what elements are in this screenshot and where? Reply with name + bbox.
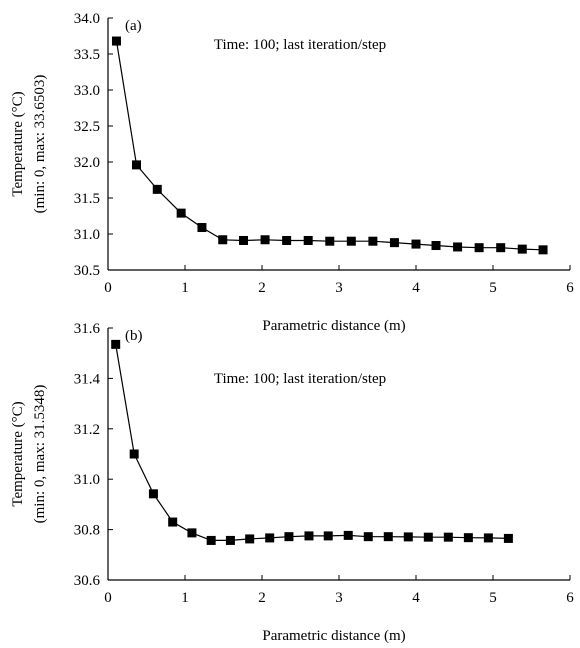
data-point-marker [225,535,235,545]
data-point-marker [111,36,121,46]
data-point-marker [129,449,139,459]
x-tick-label: 0 [104,280,112,296]
x-tick-label: 5 [489,590,497,606]
data-point-marker [343,530,353,540]
x-tick-label: 0 [104,590,112,606]
data-point-marker [325,236,335,246]
y-tick-label: 31.6 [74,321,101,337]
data-point-marker [303,235,313,245]
data-point-marker [282,235,292,245]
y-tick-label: 31.2 [74,422,100,438]
data-point-marker [453,242,463,252]
panel-label: (a) [125,18,142,34]
data-point-marker [389,238,399,248]
data-point-marker [218,235,228,245]
data-point-marker [284,532,294,542]
data-point-marker [206,535,216,545]
x-axis-label: Parametric distance (m) [262,628,405,644]
y-tick-label: 32.5 [74,119,100,135]
data-point-marker [403,532,413,542]
x-axis-label: Parametric distance (m) [262,318,405,334]
data-point-marker [187,528,197,538]
x-tick-label: 3 [335,280,343,296]
y-tick-label: 32.0 [74,155,100,171]
y-tick-label: 34.0 [74,11,100,27]
y-tick-label: 30.5 [74,263,100,279]
data-point-marker [496,243,506,253]
x-tick-label: 3 [335,590,343,606]
x-tick-label: 4 [412,590,420,606]
panel-label: (b) [125,328,143,344]
chart-panel-b: 0 1 2 3 4 5 6 30.6 30.8 31.0 31.2 31.4 31.6 Parametri… [10,321,574,644]
data-point-marker [304,531,314,541]
data-point-marker [411,239,421,249]
chart-annotation: Time: 100; last iteration/step [214,37,386,53]
data-point-marker [168,517,178,527]
data-point-marker [517,244,527,254]
data-point-marker [111,339,121,349]
data-point-marker [503,533,513,543]
x-tick-label: 1 [181,280,189,296]
y-axis-label-line-1: Temperature (°C) [10,401,26,506]
data-point-marker [152,184,162,194]
y-axis-label-line-2: (min: 0, max: 31.5348) [32,385,48,524]
x-tick-label: 6 [566,280,574,296]
data-point-marker [176,208,186,218]
data-point-marker [131,160,141,170]
data-point-marker [423,532,433,542]
x-tick-label: 1 [181,590,189,606]
y-tick-label: 31.4 [74,371,101,387]
data-point-marker [239,235,249,245]
data-point-marker [323,531,333,541]
y-tick-label: 30.6 [74,573,101,589]
data-point-marker [245,534,255,544]
y-axis-label-line-2: (min: 0, max: 33.6503) [32,75,48,214]
y-tick-label: 31.0 [74,472,100,488]
y-tick-label: 31.5 [74,191,100,207]
data-point-marker [463,533,473,543]
data-point-marker [538,245,548,255]
data-point-marker [148,489,158,499]
data-point-marker [265,533,275,543]
data-point-marker [368,236,378,246]
y-tick-label: 31.0 [74,227,100,243]
data-point-marker [431,241,441,251]
x-tick-label: 2 [258,590,266,606]
chart-annotation: Time: 100; last iteration/step [214,371,386,387]
data-point-marker [363,532,373,542]
data-point-marker [346,236,356,246]
data-point-marker [483,533,493,543]
data-point-marker [474,243,484,253]
data-point-marker [383,532,393,542]
x-tick-label: 2 [258,280,266,296]
y-tick-label: 33.0 [74,83,100,99]
y-tick-label: 30.8 [74,523,100,539]
y-axis-label-line-1: Temperature (°C) [10,91,26,196]
x-tick-label: 4 [412,280,420,296]
chart-panel-a: 0 1 2 3 4 5 6 30.5 31.0 31.5 32.0 32.5 33.0 33.5 34.0 P… [10,11,574,334]
x-tick-label: 5 [489,280,497,296]
series-line [115,40,544,251]
data-point-marker [260,235,270,245]
y-tick-label: 33.5 [74,47,100,63]
data-point-marker [443,532,453,542]
data-point-marker [197,223,207,233]
x-tick-label: 6 [566,590,574,606]
